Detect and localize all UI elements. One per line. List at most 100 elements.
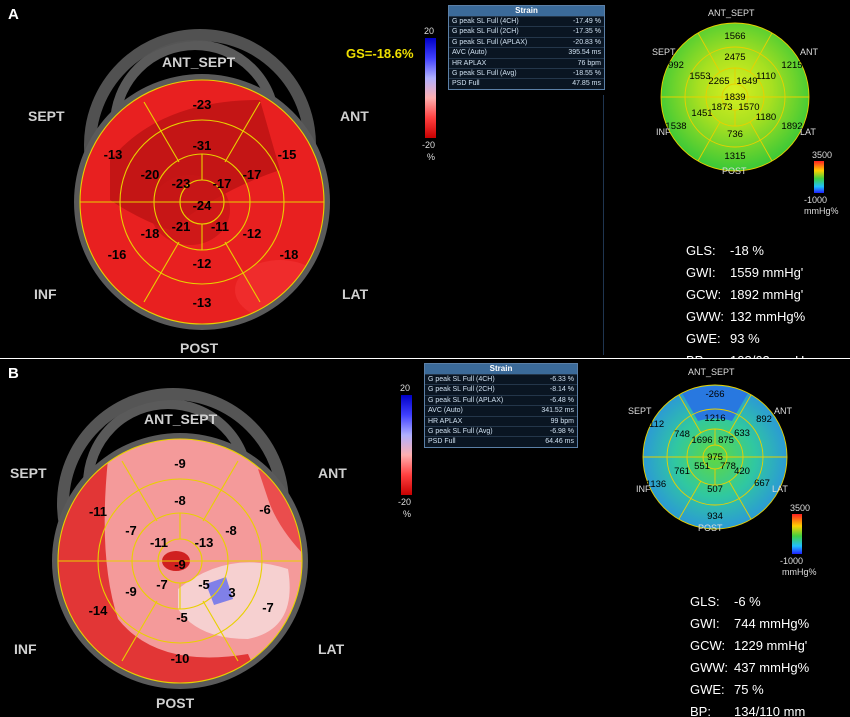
segment-value: -8 [225, 523, 237, 538]
divider [603, 95, 604, 355]
metric-gww: GWW: 132 mmHg% [686, 309, 806, 324]
work-value: 892 [756, 414, 772, 425]
work-value: 1696 [691, 435, 712, 446]
work-value: -266 [705, 389, 724, 400]
segment-value: -21 [172, 219, 191, 234]
panel-label: A [8, 6, 19, 23]
work-value: 761 [674, 466, 690, 477]
scale-unit: % [427, 152, 436, 162]
metric-gls: GLS: -6 % [690, 594, 761, 609]
segment-value: -5 [198, 577, 210, 592]
work-value: 2265 [708, 76, 729, 87]
work-value: 778 [720, 461, 736, 472]
segment-value: -9 [174, 456, 186, 471]
label-ant-sept: ANT_SEPT [162, 54, 236, 70]
label-ant: ANT [340, 108, 369, 124]
segment-value: 3 [228, 585, 235, 600]
work-value: 1216 [704, 413, 725, 424]
work-value: 1451 [691, 108, 712, 119]
work-scale-bottom: -1000 [780, 556, 804, 566]
work-label-post: POST [698, 523, 723, 533]
scale-bar [425, 38, 436, 138]
scale-bottom: -20 [398, 497, 412, 507]
strain-row: PSD Full 64.46 ms [425, 436, 577, 446]
panel-a: A -23 -15 -18 -13 [0, 0, 850, 358]
metric-gwe: GWE: 93 % [686, 331, 760, 346]
segment-value: -13 [193, 295, 212, 310]
strain-row: G peak SL Full (4CH) -6.33 % [425, 374, 577, 384]
work-scale-unit: mmHg% [782, 567, 817, 577]
strain-table-title: Strain [425, 364, 577, 374]
segment-value: -15 [278, 147, 297, 162]
work-value: 1873 [711, 102, 732, 113]
scale-bottom: -20 [422, 140, 436, 150]
panel-label: B [8, 365, 19, 382]
scale-top: 20 [400, 383, 411, 393]
work-label-post: POST [722, 166, 747, 176]
segment-grid [79, 79, 325, 325]
segment-value: -10 [171, 651, 190, 666]
work-label-ant-sept: ANT_SEPT [688, 367, 735, 377]
segment-value: -18 [280, 247, 299, 262]
scale-bar [401, 395, 412, 495]
segment-value: -23 [193, 97, 212, 112]
segment-value: -9 [125, 584, 137, 599]
strain-row: G peak SL Full (2CH) -8.14 % [425, 384, 577, 394]
label-lat: LAT [318, 641, 345, 657]
segment-value: -18 [141, 226, 160, 241]
strain-row: G peak SL Full (4CH) -17.49 % [449, 16, 604, 26]
work-scale-bottom: -1000 [804, 195, 828, 205]
metric-gls: GLS: -18 % [686, 243, 764, 258]
segment-value: -12 [193, 256, 212, 271]
segment-value: -5 [176, 610, 188, 625]
work-value: 992 [668, 60, 684, 71]
segment-value: -13 [195, 535, 214, 550]
work-value: 748 [674, 429, 690, 440]
strain-row: AVC (Auto) 341.52 ms [425, 405, 577, 415]
segment-value: -11 [89, 504, 107, 519]
work-label-lat: LAT [772, 484, 788, 494]
label-sept: SEPT [28, 108, 65, 124]
label-post: POST [156, 695, 195, 711]
label-ant: ANT [318, 465, 347, 481]
metric-gwe: GWE: 75 % [690, 682, 764, 697]
work-scale-unit: mmHg% [804, 206, 839, 216]
segment-value: -20 [141, 167, 160, 182]
segment-value: -11 [211, 219, 229, 234]
segment-value: -31 [193, 138, 212, 153]
metric-bp: BP:108/62 mmH [686, 350, 805, 358]
work-value: 1110 [756, 71, 776, 82]
work-value: 975 [707, 452, 723, 463]
label-post: POST [180, 340, 219, 356]
strain-bullseye: -9 -6 -7 -10 -14 -11 -8 -8 3 -5 -9 -7 -1… [52, 388, 308, 689]
work-label-lat: LAT [800, 127, 816, 137]
work-label-inf: INF [636, 484, 651, 494]
segment-value: -12 [243, 226, 262, 241]
segment-value: -16 [108, 247, 127, 262]
strain-row: G peak SL Full (Avg) -18.55 % [449, 67, 604, 78]
segment-value: -9 [174, 557, 186, 572]
work-value: 633 [734, 428, 750, 439]
segment-value: -17 [243, 167, 262, 182]
segment-value: -7 [156, 577, 168, 592]
segment-value: -7 [262, 600, 274, 615]
work-value: 875 [718, 435, 734, 446]
label-inf: INF [14, 641, 37, 657]
work-metrics: GLS: -6 % GWI: 744 mmHg% GCW: 1229 mmHg' GW… [690, 591, 809, 717]
strain-table: Strain G peak SL Full (4CH) -6.33 % G pea… [424, 363, 578, 448]
color-scale: 20 -20 % [394, 383, 424, 523]
work-value: 1215 [781, 60, 802, 71]
work-value: 1538 [665, 121, 686, 132]
scale-unit: % [403, 509, 412, 519]
strain-row: G peak SL Full (APLAX) -6.48 % [425, 394, 577, 405]
work-value: 667 [754, 478, 770, 489]
segment-value: -11 [150, 535, 168, 550]
work-value: 420 [734, 466, 750, 477]
strain-row: HR APLAX 99 bpm [425, 415, 577, 426]
metric-gww: GWW: 437 mmHg% [690, 660, 810, 675]
work-bullseye: -266 892 667 934 1136 -112 1216 633 420 … [642, 384, 788, 530]
work-value: 551 [694, 461, 710, 472]
work-value: 1649 [736, 76, 757, 87]
work-scale-top: 3500 [812, 150, 833, 160]
work-metrics: GLS: -18 % GWI: 1559 mmHg' GCW: 1892 mmHg' … [686, 240, 805, 358]
